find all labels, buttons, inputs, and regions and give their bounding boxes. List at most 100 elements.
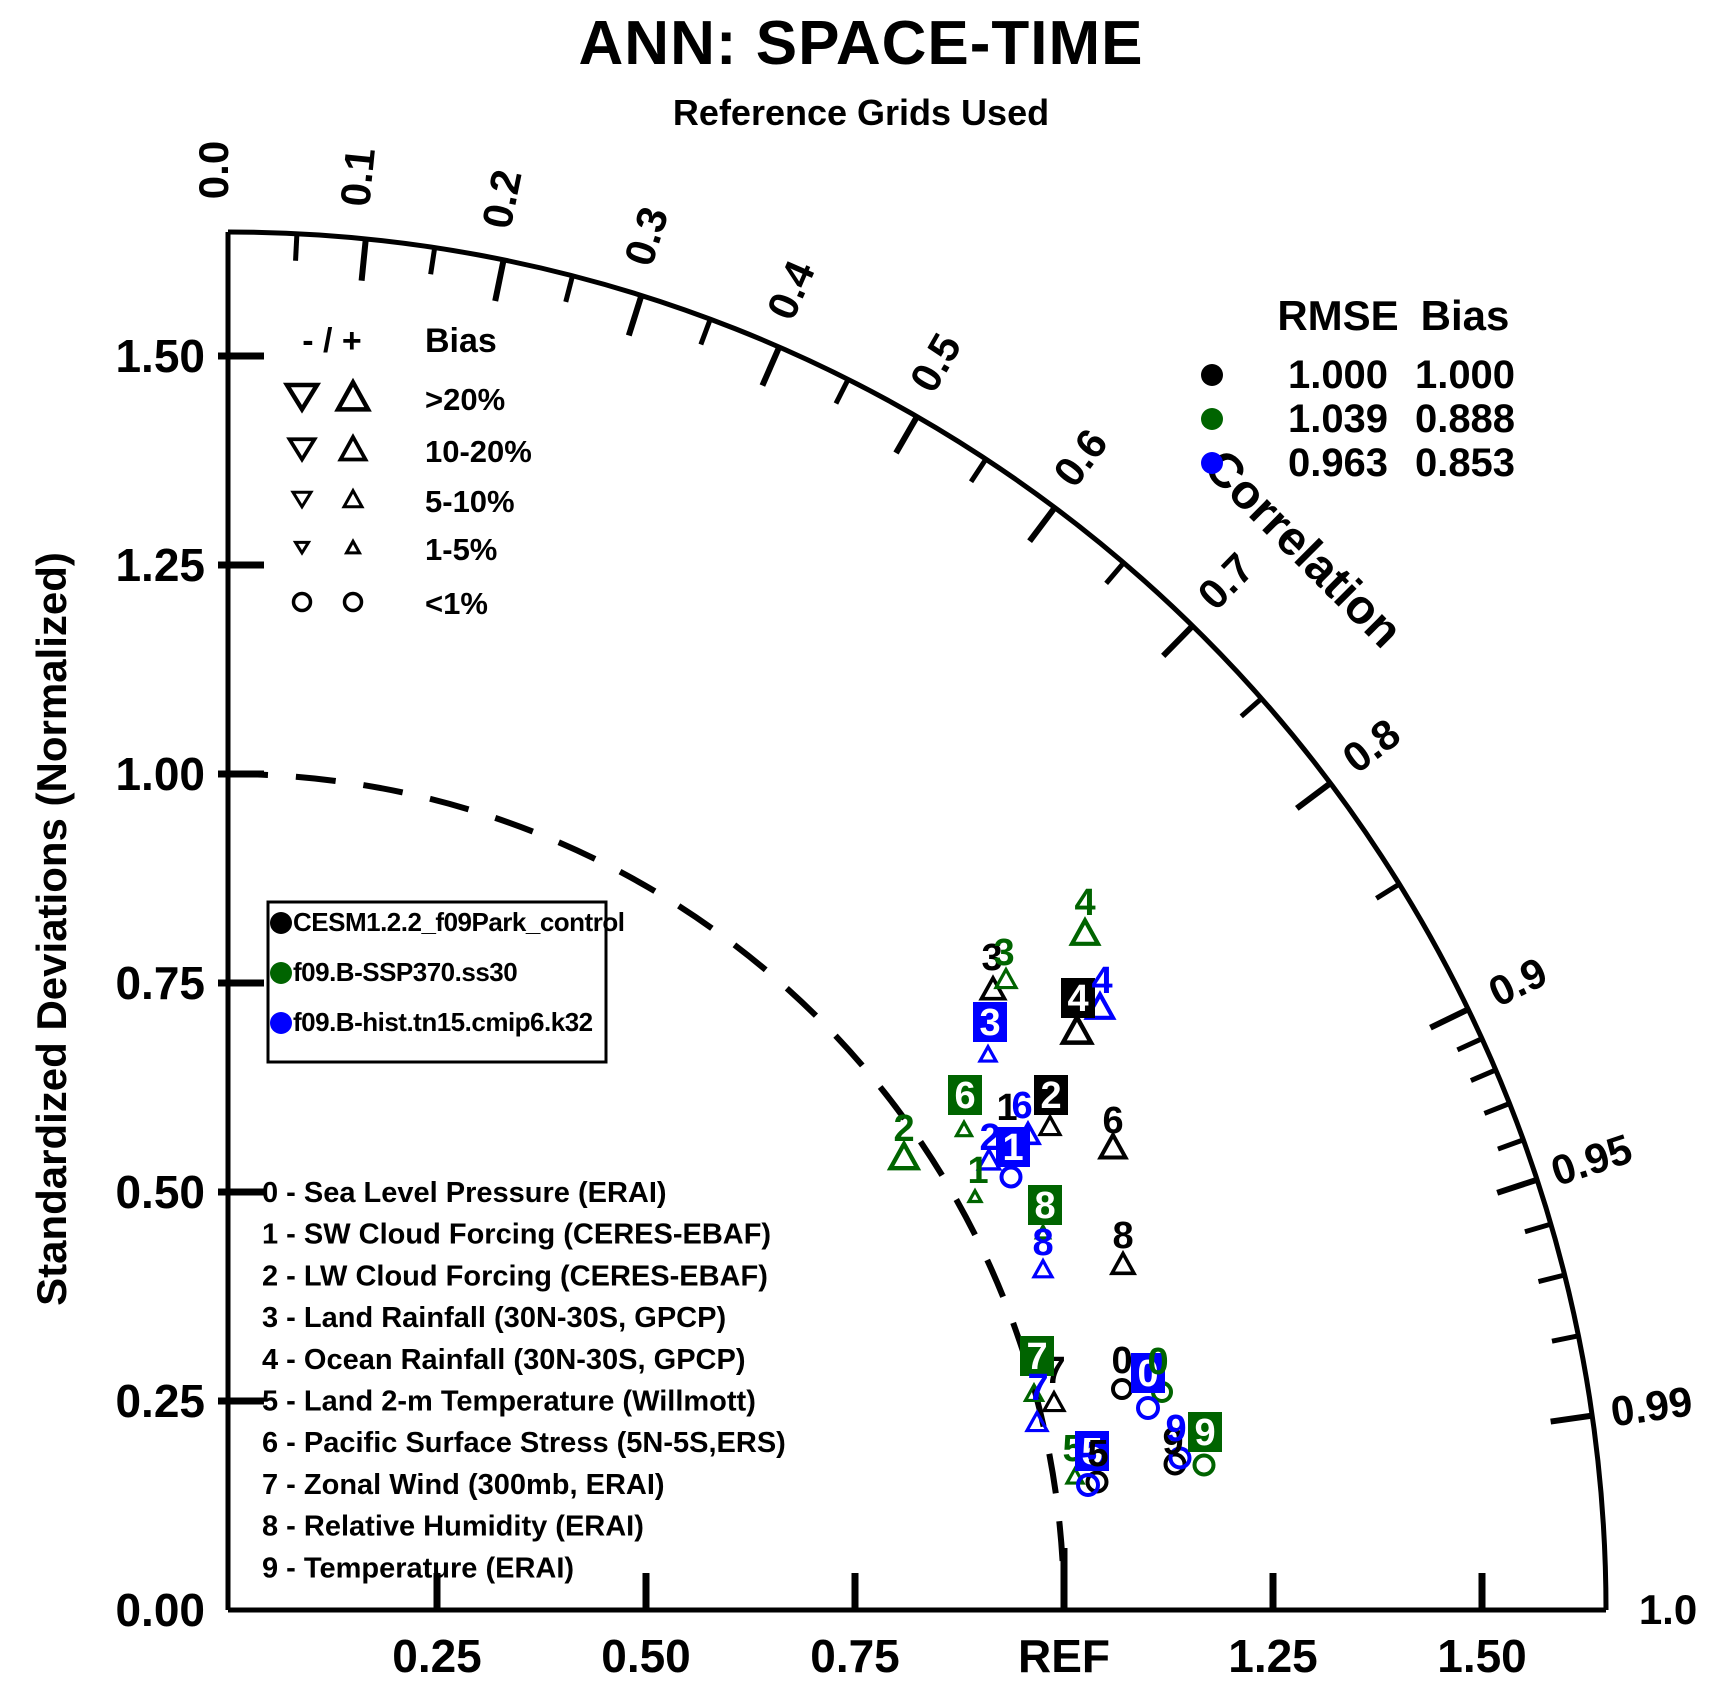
corr-tick-label: 0.7: [1188, 544, 1262, 619]
point-label-7-hist: 7: [1027, 1367, 1048, 1409]
corr-tick: [1497, 1137, 1525, 1152]
point-symbol-2-control: [1037, 1113, 1063, 1137]
point-symbol-3-ssp: [993, 966, 1019, 990]
page-title: ANN: SPACE-TIME: [578, 9, 1144, 78]
model-name: f09.B-hist.tn15.cmip6.k32: [293, 1007, 593, 1037]
corr-tick: [833, 378, 851, 405]
corr-tick: [1027, 505, 1058, 544]
point-symbols: [886, 916, 1216, 1497]
point-label-1-control: 1: [996, 1087, 1017, 1129]
point-symbol-9-ssp: [1192, 1453, 1216, 1477]
point-label-6-hist: 6: [1011, 1085, 1032, 1127]
bias-legend-row-label: 10-20%: [425, 434, 532, 469]
point-label-3-hist: 3: [979, 1002, 1000, 1044]
bias-circle-icon: [291, 591, 313, 613]
variable-list-item: 5 - Land 2-m Temperature (Willmott): [262, 1386, 756, 1418]
model-dot: [270, 912, 292, 934]
y-tick-label: 1.25: [115, 539, 205, 591]
point-symbol-8-control: [1109, 1249, 1137, 1276]
corr-tick: [358, 238, 369, 281]
point-label-2-control-box: [1034, 1075, 1068, 1115]
corr-tick: [698, 318, 713, 346]
point-symbol-6-ssp: [953, 1118, 975, 1138]
point-label-4-ssp: 4: [1074, 882, 1095, 924]
corr-tick: [893, 415, 920, 455]
bias-down-triangle-icon: [292, 540, 312, 556]
point-symbol-1-hist: [999, 1165, 1023, 1189]
point-label-4-control: 4: [1067, 978, 1088, 1020]
corr-tick: [492, 259, 507, 302]
y-tick-label: 0.00: [115, 1584, 205, 1636]
bias-legend-row-label: 5-10%: [425, 484, 515, 519]
point-label-3-control: 3: [981, 937, 1002, 979]
point-label-0-control: 0: [1111, 1340, 1132, 1382]
corr-tick: [1375, 881, 1401, 901]
stats-bias-value: 1.000: [1415, 353, 1515, 397]
model-dot: [270, 1012, 292, 1034]
point-label-4-hist: 4: [1091, 960, 1112, 1002]
point-label-3-ssp: 3: [993, 932, 1014, 974]
corr-tick-label: 0.3: [615, 201, 677, 271]
y-tick-label: 0.25: [115, 1375, 205, 1427]
model-legend: CESM1.2.2_f09Park_control f09.B-SSP370.ss…: [266, 900, 625, 1064]
variable-list-item: 0 - Sea Level Pressure (ERAI): [262, 1177, 667, 1209]
point-symbol-8-hist: [1031, 1257, 1055, 1279]
bias-legend-row-label: >20%: [425, 382, 505, 417]
bias-legend-header-symbols: - / +: [302, 322, 362, 360]
y-tick-label: 0.75: [115, 957, 205, 1009]
point-label-9-ssp: 9: [1194, 1412, 1215, 1454]
stats-col-bias: Bias: [1421, 292, 1510, 339]
corr-tick: [759, 345, 782, 387]
variable-list-item: 1 - SW Cloud Forcing (CERES-EBAF): [262, 1219, 771, 1251]
point-symbol-2-ssp: [886, 1139, 922, 1171]
point-label-5-control: 5: [1087, 1433, 1108, 1475]
corr-tick: [625, 294, 645, 337]
bias-up-triangle-icon: [337, 433, 369, 462]
point-symbol-0-hist: [1136, 1396, 1160, 1420]
y-tick-label: 1.50: [115, 330, 205, 382]
bias-legend-row-label: 1-5%: [425, 532, 497, 567]
point-label-2-hist: 2: [979, 1117, 1000, 1159]
point-label-2-control: 2: [1040, 1075, 1061, 1117]
point-label-5-hist-box: [1075, 1431, 1109, 1471]
corr-tick-label: 0.0: [190, 141, 237, 199]
corr-tick-label: 0.4: [757, 253, 824, 326]
model-legend-box: [266, 900, 608, 1064]
point-symbol-9-hist: [1168, 1446, 1192, 1470]
point-label-3-hist-box: [973, 1002, 1007, 1042]
point-label-6-control: 6: [1102, 1100, 1123, 1142]
bias-up-triangle-icon: [341, 487, 365, 509]
variable-list-item: 9 - Temperature (ERAI): [262, 1552, 574, 1584]
point-symbol-5-hist: [1076, 1473, 1100, 1497]
point-label-5-hist: 5: [1081, 1431, 1102, 1473]
corr-tick: [293, 233, 300, 261]
point-symbol-7-control: [1041, 1389, 1067, 1413]
corr-tick: [1161, 623, 1195, 659]
point-label-1-hist: 1: [1002, 1127, 1023, 1169]
variable-list-item: 6 - Pacific Surface Stress (5N-5S,ERS): [262, 1427, 786, 1459]
corr-tick: [1483, 1101, 1511, 1116]
y-tick-label: 1.00: [115, 748, 205, 800]
point-label-8-ssp-box: [1028, 1185, 1062, 1225]
corr-tick: [1496, 1176, 1539, 1196]
corr-tick: [1429, 1006, 1470, 1031]
corr-tick-label: 1.0: [1639, 1586, 1697, 1633]
corr-tick-label: 0.6: [1044, 420, 1117, 495]
bias-up-triangle-icon: [334, 377, 372, 412]
corr-tick: [428, 247, 438, 275]
point-symbol-6-control: [1097, 1130, 1129, 1160]
point-label-9-ssp-box: [1188, 1412, 1222, 1452]
point-label-0-hist: 0: [1137, 1353, 1158, 1395]
stats-case-dot: [1201, 364, 1223, 386]
corr-tick: [1551, 1333, 1579, 1344]
corr-tick: [1550, 1412, 1593, 1425]
bias-down-triangle-icon: [286, 437, 318, 464]
corr-tick: [1239, 696, 1264, 719]
stats-rmse-value: 0.963: [1288, 441, 1388, 485]
point-label-0-ssp: 0: [1147, 1341, 1168, 1383]
variable-list: 0 - Sea Level Pressure (ERAI) 1 - SW Clou…: [262, 1177, 786, 1584]
stats-rmse-value: 1.000: [1288, 353, 1388, 397]
